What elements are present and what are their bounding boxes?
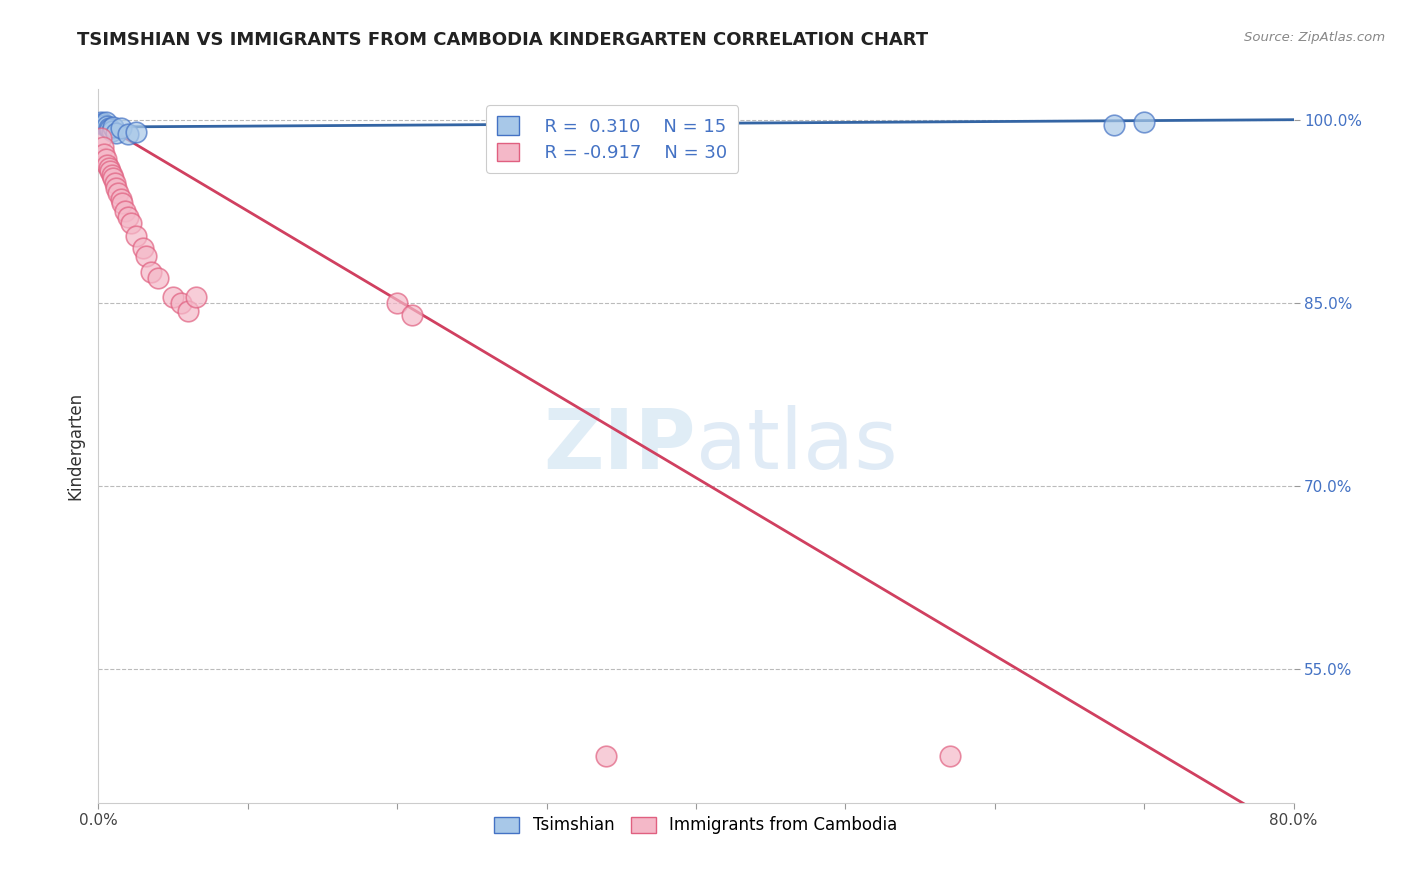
Point xyxy=(148,271,170,285)
Point xyxy=(120,216,142,230)
Y-axis label: Kindergarten: Kindergarten xyxy=(66,392,84,500)
Point xyxy=(595,749,617,764)
Point xyxy=(117,211,139,225)
Point xyxy=(135,249,157,263)
Point xyxy=(114,204,136,219)
Point xyxy=(104,176,127,190)
Point xyxy=(117,128,139,142)
Point xyxy=(184,289,207,303)
Point xyxy=(105,181,128,195)
Point xyxy=(101,168,124,182)
Point xyxy=(97,121,120,136)
Point xyxy=(169,295,191,310)
Point xyxy=(939,749,962,764)
Point xyxy=(132,241,155,255)
Point xyxy=(90,115,112,129)
Point xyxy=(98,164,122,178)
Point xyxy=(94,115,117,129)
Point xyxy=(1104,118,1126,132)
Point xyxy=(91,139,114,153)
Point xyxy=(98,122,122,136)
Point xyxy=(96,119,118,133)
Point xyxy=(103,171,125,186)
Point xyxy=(93,146,115,161)
Text: TSIMSHIAN VS IMMIGRANTS FROM CAMBODIA KINDERGARTEN CORRELATION CHART: TSIMSHIAN VS IMMIGRANTS FROM CAMBODIA KI… xyxy=(77,31,928,49)
Legend: Tsimshian, Immigrants from Cambodia: Tsimshian, Immigrants from Cambodia xyxy=(488,810,904,841)
Point xyxy=(177,304,200,318)
Point xyxy=(105,126,128,140)
Point xyxy=(110,121,132,136)
Point xyxy=(139,265,162,279)
Point xyxy=(96,158,118,172)
Point xyxy=(91,116,114,130)
Point xyxy=(93,118,115,132)
Point xyxy=(94,152,117,166)
Point xyxy=(90,131,112,145)
Text: atlas: atlas xyxy=(696,406,897,486)
Text: Source: ZipAtlas.com: Source: ZipAtlas.com xyxy=(1244,31,1385,45)
Point xyxy=(111,195,134,210)
Point xyxy=(1133,115,1156,129)
Point xyxy=(97,161,120,176)
Text: ZIP: ZIP xyxy=(544,406,696,486)
Point xyxy=(401,308,423,322)
Point xyxy=(101,123,124,137)
Point xyxy=(125,228,148,243)
Point xyxy=(103,120,125,134)
Point xyxy=(110,192,132,206)
Point xyxy=(125,125,148,139)
Point xyxy=(162,289,184,303)
Point xyxy=(385,295,409,310)
Point xyxy=(107,186,129,200)
